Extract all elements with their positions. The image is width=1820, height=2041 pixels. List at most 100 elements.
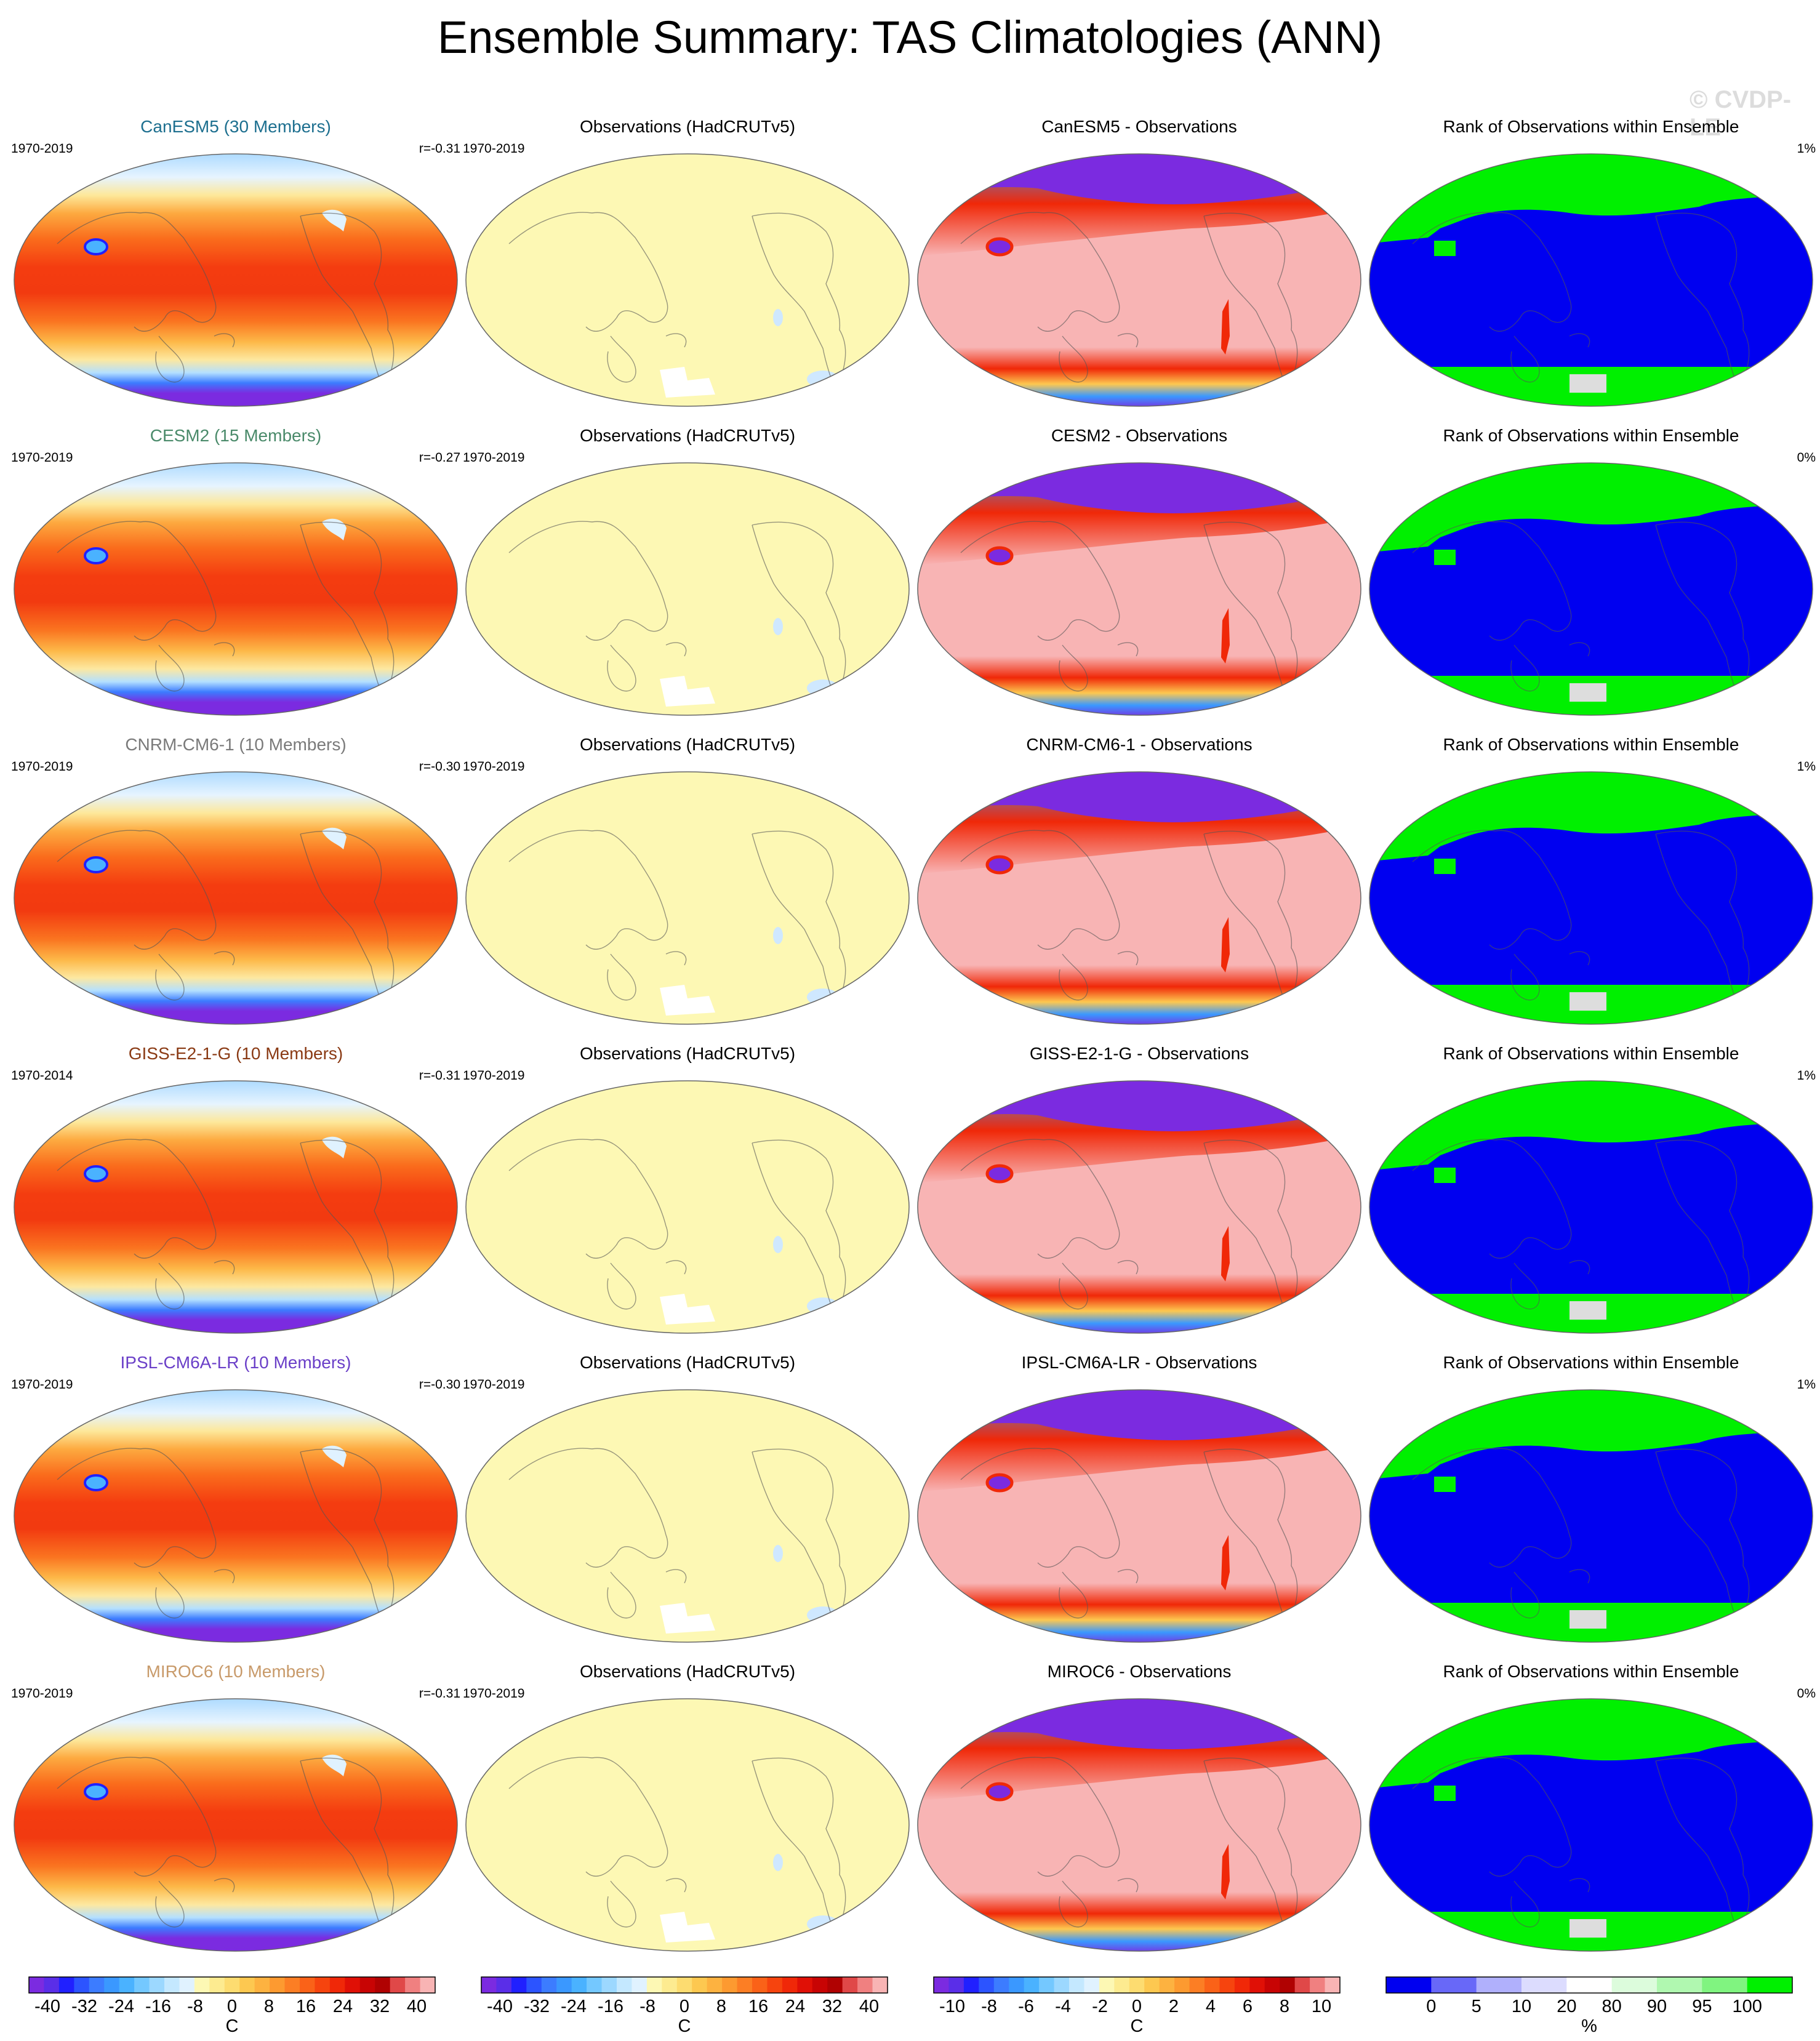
colorbar-swatch: [707, 1977, 723, 1993]
colorbar-tick-label: -16: [145, 1997, 171, 2016]
colorbar-swatch: [119, 1977, 135, 1993]
colorbar-swatch: [1189, 1977, 1205, 1993]
colorbar-swatch: [511, 1977, 527, 1993]
colorbar-swatch: [963, 1977, 979, 1993]
period-label: 1970-2019: [463, 1069, 525, 1083]
model-map: [14, 771, 458, 1025]
colorbar-tick-label: 80: [1602, 1997, 1622, 2016]
colorbar-swatch: [1205, 1977, 1220, 1993]
colorbar-swatches: [933, 1976, 1341, 1994]
colorbar-swatch: [345, 1977, 361, 1993]
diff-panel: IPSL-CM6A-LR - Observations: [915, 1341, 1364, 1648]
rank-panel-title: Rank of Observations within Ensemble: [1443, 1044, 1739, 1063]
colorbar-swatch: [1174, 1977, 1190, 1993]
model-panel: MIROC6 (10 Members) 1970-2019 r=-0.31: [11, 1650, 460, 1957]
colorbar-tick-label: 32: [822, 1997, 843, 2016]
colorbar-swatch: [662, 1977, 678, 1993]
rank-panel-title: Rank of Observations within Ensemble: [1443, 1353, 1739, 1372]
colorbar-tick-label: 0: [679, 1997, 690, 2016]
diff-panel-title: GISS-E2-1-G - Observations: [1029, 1044, 1249, 1063]
model-map: [14, 153, 458, 407]
colorbar-tick-label: 32: [369, 1997, 390, 2016]
obs-panel-title: Observations (HadCRUTv5): [579, 426, 796, 445]
colorbar-swatch: [1129, 1977, 1145, 1993]
colorbar-unit-label: %: [1581, 2016, 1597, 2036]
obs-panel-title: Observations (HadCRUTv5): [579, 117, 796, 136]
colorbar-swatch: [571, 1977, 587, 1993]
colorbar-swatch: [842, 1977, 858, 1993]
colorbar-tick-label: 4: [1205, 1997, 1216, 2016]
colorbar-swatch: [89, 1977, 105, 1993]
colorbar-swatch: [1069, 1977, 1084, 1993]
colorbar-swatch: [209, 1977, 225, 1993]
colorbar-tick-label: 100: [1732, 1997, 1762, 2016]
model-panel-title: IPSL-CM6A-LR (10 Members): [120, 1353, 351, 1372]
colorbar-swatch: [1099, 1977, 1115, 1993]
rank-percent-label: 1%: [1797, 1069, 1816, 1083]
colorbar-swatch: [1114, 1977, 1130, 1993]
colorbar-swatch: [284, 1977, 300, 1993]
colorbar-swatch: [737, 1977, 753, 1993]
period-label: 1970-2019: [463, 451, 525, 465]
rank-percent-label: 1%: [1797, 142, 1816, 156]
colorbar-swatch: [1039, 1977, 1055, 1993]
colorbar-swatch: [1521, 1977, 1567, 1993]
colorbar-swatch: [1476, 1977, 1522, 1993]
rank-percent-label: 1%: [1797, 760, 1816, 774]
colorbar-swatch: [1566, 1977, 1613, 1993]
diff-panel: CNRM-CM6-1 - Observations: [915, 723, 1364, 1030]
period-label: 1970-2019: [463, 1377, 525, 1392]
colorbar-tick-label: 16: [295, 1997, 316, 2016]
rank-panel-title: Rank of Observations within Ensemble: [1443, 426, 1739, 445]
rank-colorbar: 0 5 10 20 80 90 95 100%: [1385, 1976, 1820, 2036]
colorbar-swatch: [315, 1977, 331, 1993]
obs-panel-title: Observations (HadCRUTv5): [579, 1353, 796, 1372]
model-panel-title: MIROC6 (10 Members): [146, 1662, 326, 1681]
colorbar-swatch: [270, 1977, 286, 1993]
colorbar-swatch: [541, 1977, 557, 1993]
pattern-correlation-label: r=-0.27: [419, 451, 460, 465]
pattern-correlation-label: r=-0.31: [419, 1686, 460, 1701]
clim-colorbar: -40 -32 -24 -16 -8 0 8 16 24 32 40 C: [28, 1976, 471, 2036]
diff-panel-title: IPSL-CM6A-LR - Observations: [1021, 1353, 1257, 1372]
pattern-correlation-label: r=-0.31: [419, 1069, 460, 1083]
colorbar-swatch: [631, 1977, 647, 1993]
rank-panel: Rank of Observations within Ensemble 1%: [1366, 105, 1816, 412]
rank-panel: Rank of Observations within Ensemble 1%: [1366, 723, 1816, 1030]
pattern-correlation-label: r=-0.31: [419, 142, 460, 156]
model-map: [14, 1389, 458, 1643]
rank-map: [1369, 462, 1813, 716]
colorbar-tick-label: 0: [226, 1997, 238, 2016]
colorbar-tick-label: -8: [187, 1997, 203, 2016]
colorbar-swatch: [104, 1977, 120, 1993]
colorbar-tick-label: -32: [71, 1997, 97, 2016]
colorbar-tick-label: -8: [639, 1997, 655, 2016]
colorbar-swatch: [420, 1977, 436, 1993]
colorbar-swatch: [1386, 1977, 1432, 1993]
period-label: 1970-2019: [11, 760, 73, 774]
colorbar-swatch: [1611, 1977, 1658, 1993]
obs-panel-title: Observations (HadCRUTv5): [579, 1662, 796, 1681]
model-panel-title: CNRM-CM6-1 (10 Members): [125, 735, 347, 754]
rank-map: [1369, 153, 1813, 407]
model-panel: CNRM-CM6-1 (10 Members) 1970-2019 r=-0.30: [11, 723, 460, 1030]
colorbar-swatch: [1144, 1977, 1160, 1993]
colorbar-swatch: [254, 1977, 270, 1993]
rank-panel: Rank of Observations within Ensemble 0%: [1366, 1650, 1816, 1957]
colorbar-swatch: [1280, 1977, 1296, 1993]
colorbar-swatch: [179, 1977, 195, 1993]
colorbar-tick-label: 8: [1279, 1997, 1290, 2016]
colorbar-unit-label: C: [225, 2016, 239, 2036]
colorbar-swatch: [1747, 1977, 1793, 1993]
colorbar-swatch: [812, 1977, 828, 1993]
rank-panel: Rank of Observations within Ensemble 0%: [1366, 414, 1816, 721]
diff-map: [917, 1389, 1361, 1643]
colorbar-tick-label: -6: [1018, 1997, 1034, 2016]
colorbar-swatch: [134, 1977, 150, 1993]
period-label: 1970-2019: [463, 760, 525, 774]
period-label: 1970-2019: [463, 1686, 525, 1701]
colorbar-swatch: [646, 1977, 662, 1993]
colorbar-swatch: [767, 1977, 783, 1993]
colorbar-tick-label: 8: [263, 1997, 275, 2016]
colorbar-tick-label: 0: [1426, 1997, 1437, 2016]
